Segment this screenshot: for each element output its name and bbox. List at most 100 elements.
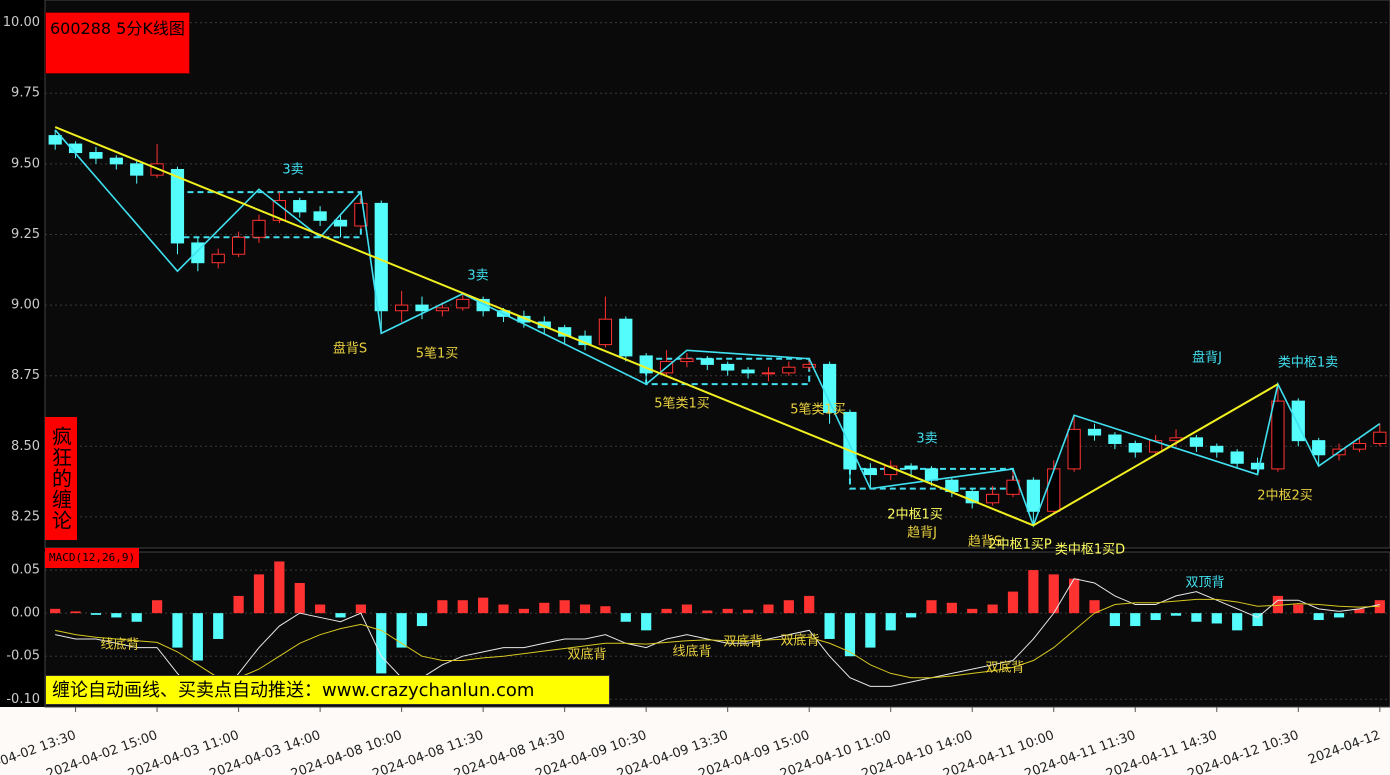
- macd-bar: [1109, 613, 1120, 627]
- banner: 缠论自动画线、买卖点自动推送：www.crazychanlun.com: [45, 675, 610, 705]
- macd-bar: [274, 561, 285, 614]
- candle-body: [313, 211, 327, 221]
- macd-bar: [620, 613, 631, 622]
- candle-body: [1210, 445, 1224, 453]
- macd-tick-label: -0.10: [6, 692, 40, 707]
- macd-bar: [1130, 613, 1141, 627]
- x-tick-label: 2024-04-12: [1306, 728, 1382, 768]
- candle-body: [1128, 442, 1142, 453]
- annotation: 3卖: [282, 163, 303, 178]
- macd-bar: [742, 609, 754, 614]
- macd-bar: [865, 613, 876, 648]
- candle-body: [680, 358, 694, 363]
- macd-bar: [1333, 613, 1345, 618]
- y-tick-label: 9.25: [11, 227, 40, 242]
- macd-bar: [681, 604, 693, 614]
- y-tick-label: 8.25: [11, 509, 40, 524]
- macd-bar: [1028, 570, 1039, 614]
- candle-body: [476, 298, 490, 312]
- macd-bar: [315, 604, 326, 614]
- candle-body: [48, 135, 62, 145]
- candle-body: [231, 236, 246, 255]
- macd-bar: [722, 608, 733, 614]
- candle-body: [1230, 451, 1244, 464]
- macd-bar: [1007, 591, 1019, 614]
- macd-bar: [172, 613, 183, 648]
- trend-line: [54, 126, 1034, 527]
- annotation: 5笔类1买: [790, 402, 846, 418]
- candle-body: [456, 298, 470, 309]
- macd-bar: [600, 606, 611, 614]
- candle-body: [782, 366, 796, 374]
- macd-bar: [131, 613, 142, 622]
- annotation: 3卖: [916, 432, 937, 447]
- candle-body: [741, 369, 755, 374]
- candle-body: [333, 219, 348, 227]
- macd-bar: [926, 600, 937, 614]
- macd-bar: [539, 602, 550, 614]
- macd-bar: [1252, 613, 1263, 627]
- trend-line: [1032, 383, 1279, 527]
- macd-bar: [1232, 613, 1243, 631]
- macd-bar: [1048, 574, 1059, 614]
- candle-body: [293, 200, 307, 213]
- annotation: 5笔1买: [416, 346, 459, 362]
- macd-bar: [90, 613, 102, 615]
- macd-bar: [396, 613, 407, 648]
- macd-bar: [294, 583, 305, 614]
- macd-annotation: 双底背: [985, 660, 1024, 676]
- candle-body: [374, 202, 388, 312]
- candle-body: [761, 372, 776, 375]
- candle-body: [986, 493, 1000, 504]
- macd-bar: [478, 597, 489, 614]
- annotation: 盘背S: [333, 341, 367, 357]
- candle-body: [721, 363, 735, 371]
- macd-bar: [498, 604, 509, 614]
- y-tick-label: 9.00: [11, 298, 40, 313]
- macd-bar: [559, 600, 570, 614]
- candle-body: [863, 468, 877, 476]
- macd-bar: [376, 613, 387, 674]
- macd-tick-label: 0.00: [11, 606, 40, 621]
- macd-bar: [416, 613, 428, 627]
- macd-bar: [111, 613, 122, 618]
- macd-bar: [50, 608, 61, 614]
- candle-body: [1026, 479, 1040, 512]
- macd-bar: [1354, 608, 1365, 614]
- macd-annotation: 线底背: [100, 637, 139, 653]
- annotation: 5笔类1买: [654, 396, 710, 412]
- annotation: 盘背J: [1192, 350, 1222, 366]
- macd-bar: [437, 600, 448, 614]
- candle-body: [435, 307, 450, 312]
- annotation: 趋背J: [907, 526, 937, 541]
- y-tick-label: 8.50: [11, 439, 40, 454]
- candle-body: [1047, 468, 1061, 512]
- macd-bar: [151, 600, 163, 614]
- macd-annotation: 双底背: [780, 633, 819, 649]
- annotation: 类中枢1买D: [1055, 543, 1125, 558]
- macd-bar: [783, 600, 794, 614]
- macd-bar: [1089, 600, 1100, 614]
- annotation: 类中枢1卖: [1278, 356, 1338, 371]
- macd-bar: [702, 610, 713, 614]
- candle-body: [211, 253, 225, 264]
- macd-bar: [763, 604, 774, 614]
- macd-bar: [885, 613, 896, 631]
- price-panel: [44, 0, 1390, 549]
- annotation: 2中枢1买: [887, 508, 943, 523]
- candle-body: [1149, 440, 1163, 453]
- macd-bar: [987, 604, 998, 614]
- macd-bar: [906, 613, 917, 618]
- candle-body: [89, 152, 103, 159]
- macd-tick-label: 0.05: [11, 563, 40, 578]
- candle-body: [109, 157, 123, 165]
- candle-body: [1087, 428, 1102, 436]
- macd-bar: [1313, 613, 1324, 621]
- stroke-line: [54, 129, 1381, 528]
- candle-body: [924, 468, 939, 481]
- macd-bar: [457, 600, 468, 614]
- candle-body: [415, 304, 429, 312]
- side-label: 疯狂的缠论: [45, 417, 77, 540]
- dif-line: [55, 578, 1380, 700]
